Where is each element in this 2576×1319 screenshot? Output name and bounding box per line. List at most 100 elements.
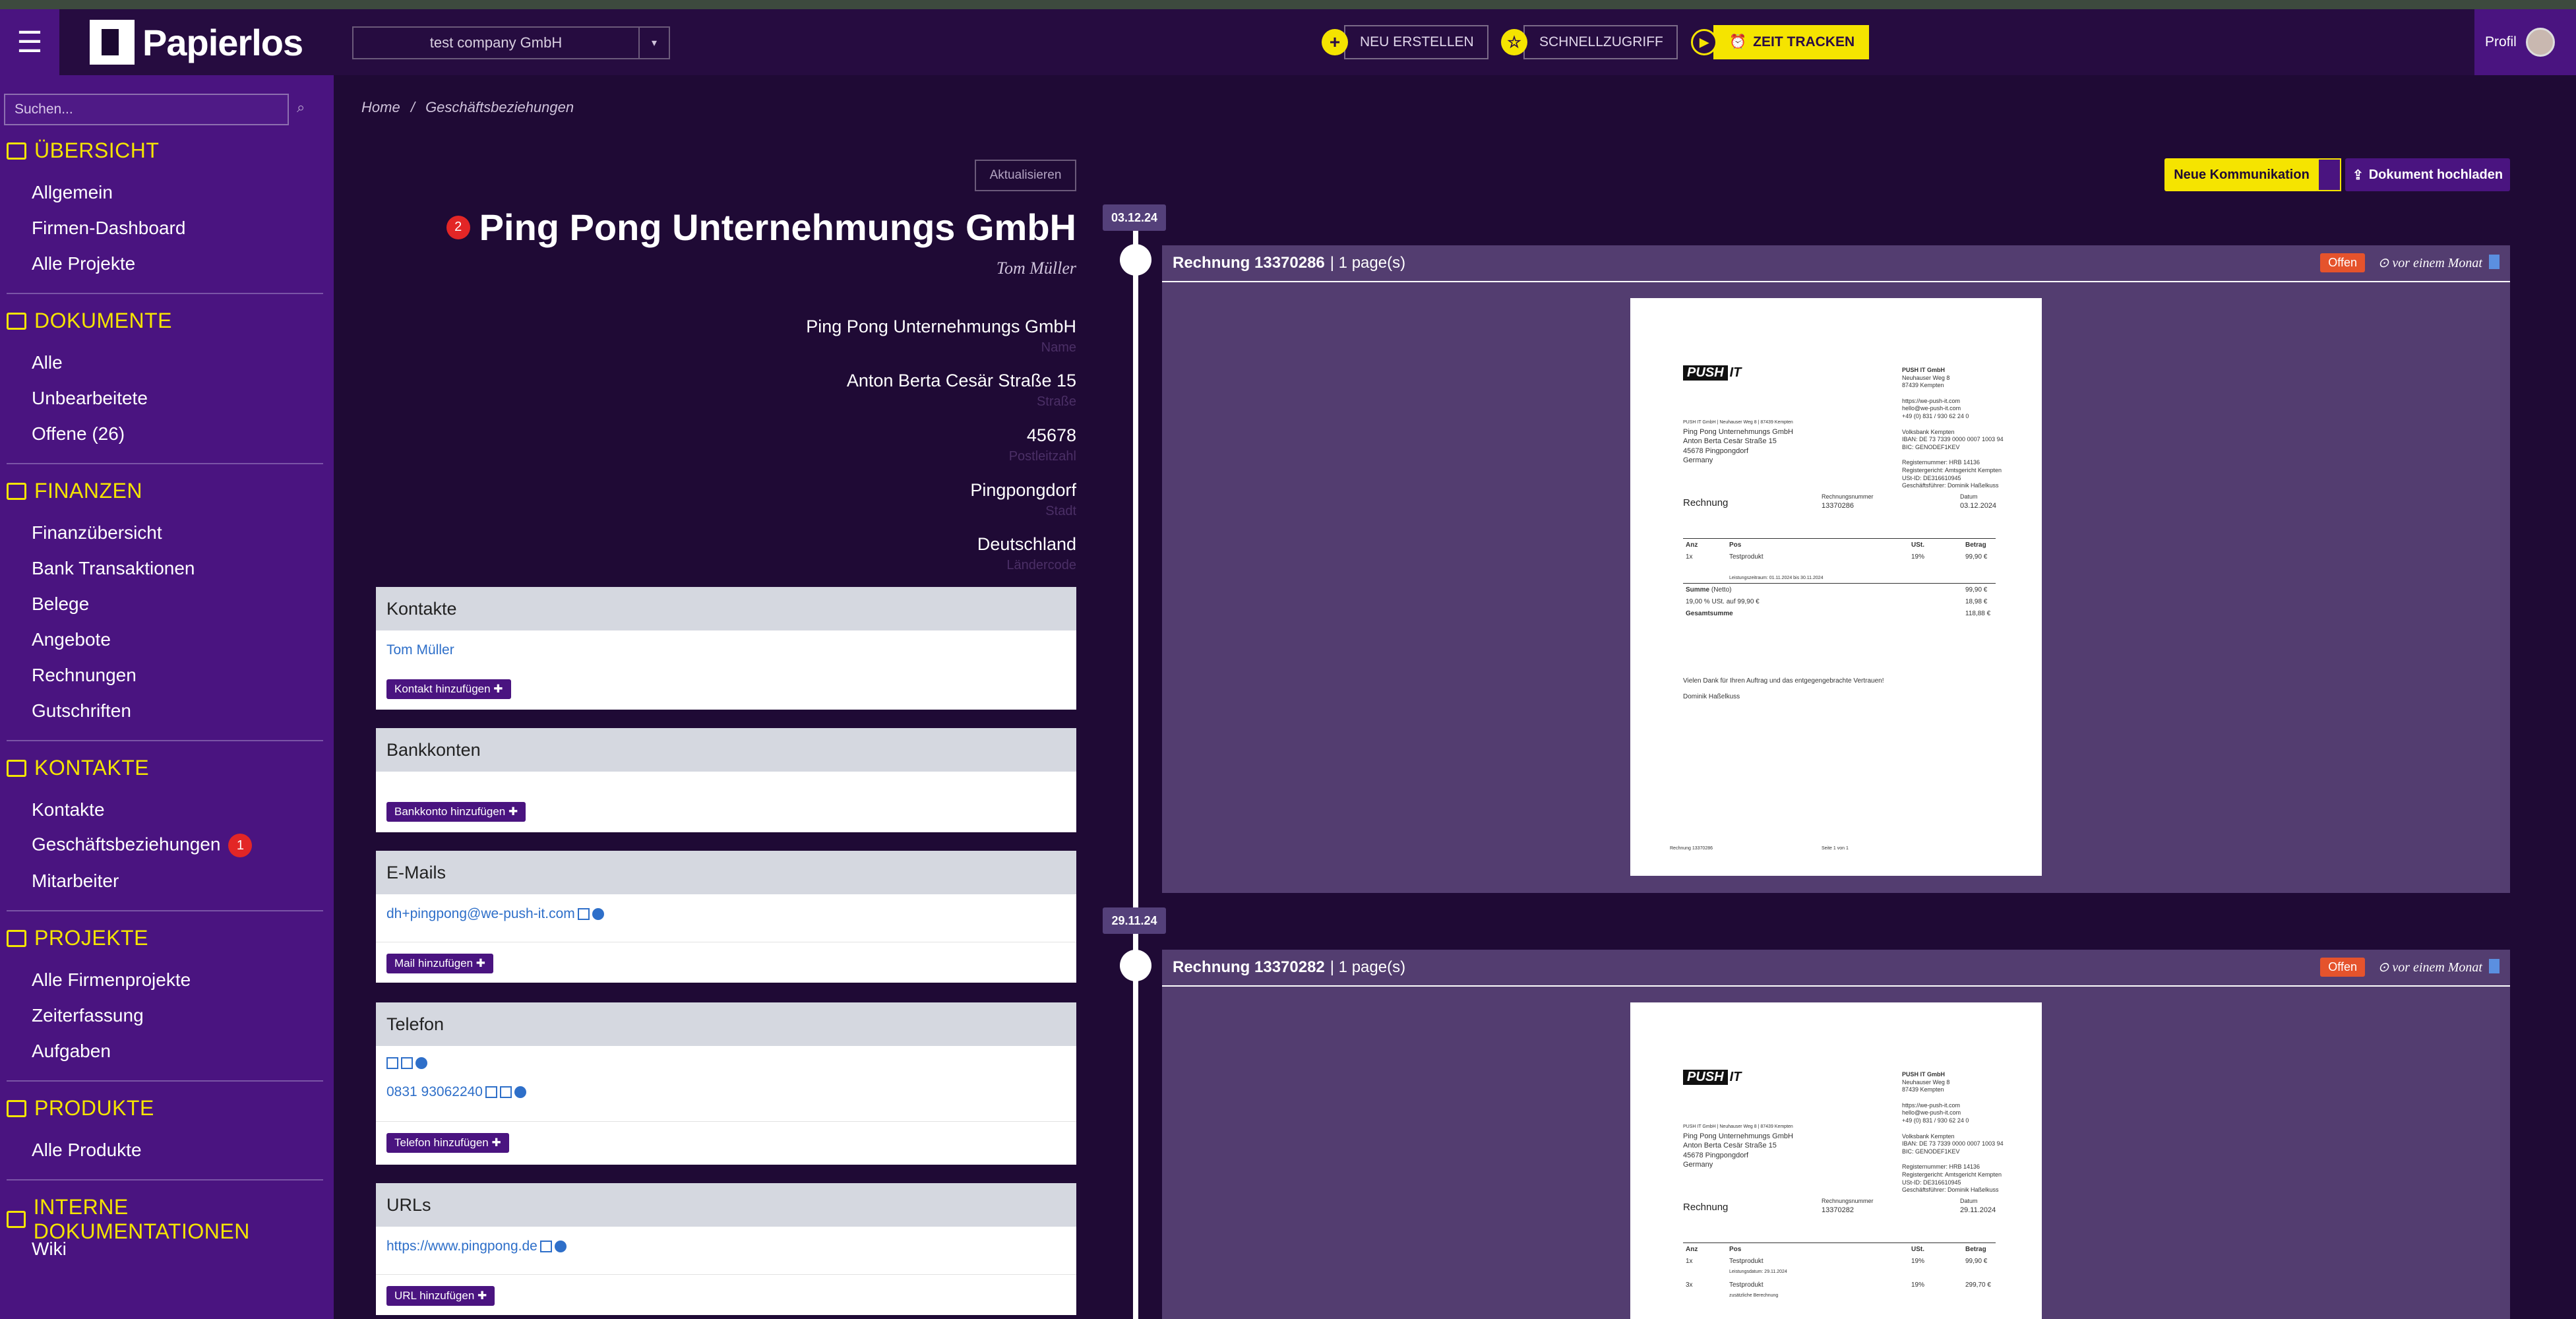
sidebar-item-bank-transactions[interactable]: Bank Transaktionen bbox=[32, 558, 195, 578]
contact-link[interactable]: Tom Müller bbox=[386, 642, 454, 658]
field-name-value: Ping Pong Unternehmungs GmbH bbox=[806, 317, 1076, 336]
sidebar-item-finance-overview[interactable]: Finanzübersicht bbox=[32, 522, 162, 543]
breadcrumb-current: Geschäftsbeziehungen bbox=[425, 99, 574, 115]
remove-icon[interactable] bbox=[592, 908, 604, 921]
section-overview[interactable]: ÜBERSICHT bbox=[7, 138, 159, 163]
sidebar-item-credit-notes[interactable]: Gutschriften bbox=[32, 700, 131, 721]
sidebar-item-general[interactable]: Allgemein bbox=[32, 182, 113, 202]
edit-icon[interactable] bbox=[500, 1086, 512, 1099]
book-icon bbox=[7, 1211, 26, 1228]
entry-header[interactable]: Rechnung 13370286 | 1 page(s) Offen ⊙ vo… bbox=[1162, 245, 2510, 282]
quick-access-button[interactable]: ☆ SCHNELLZUGRIFF bbox=[1501, 25, 1678, 59]
sidebar-item-contacts[interactable]: Kontakte bbox=[32, 799, 105, 820]
document-preview[interactable]: PUSH IT PUSH IT GmbH Neuhauser Weg 8 87439… bbox=[1630, 1002, 2042, 1319]
url-link[interactable]: https://www.pingpong.de bbox=[386, 1239, 567, 1254]
entry-title[interactable]: Rechnung 13370282 bbox=[1173, 958, 1325, 976]
cart-icon bbox=[7, 1099, 26, 1117]
sidebar-item-receipts[interactable]: Belege bbox=[32, 594, 90, 614]
new-create-button[interactable]: + NEU ERSTELLEN bbox=[1322, 25, 1488, 59]
sidebar-item-employees[interactable]: Mitarbeiter bbox=[32, 871, 119, 891]
sidebar-item-company-dashboard[interactable]: Firmen-Dashboard bbox=[32, 218, 186, 238]
field-country-label: Ländercode bbox=[1006, 558, 1076, 572]
add-mail-button[interactable]: Mail hinzufügen ✚ bbox=[386, 954, 494, 973]
card-title: E-Mails bbox=[376, 851, 1076, 894]
sidebar-item-unprocessed[interactable]: Unbearbeitete bbox=[32, 388, 148, 408]
alarm-clock-icon: ⏰ bbox=[1729, 34, 1747, 49]
timeline-date: 03.12.24 bbox=[1103, 204, 1166, 231]
upload-document-button[interactable]: ⇪ Dokument hochladen bbox=[2345, 158, 2510, 191]
section-contacts[interactable]: KONTAKTE bbox=[7, 756, 149, 780]
phone-card: Telefon 0831 93062240 Telefon hinzufügen… bbox=[376, 1002, 1076, 1165]
sidebar-item-all-projects[interactable]: Alle Projekte bbox=[32, 253, 136, 274]
add-contact-button[interactable]: Kontakt hinzufügen ✚ bbox=[386, 679, 511, 699]
sidebar-item-offers[interactable]: Angebote bbox=[32, 629, 111, 650]
breadcrumb-home[interactable]: Home bbox=[361, 99, 400, 115]
entry-time: ⊙ vor einem Monat bbox=[2377, 256, 2482, 270]
edit-icon[interactable] bbox=[401, 1057, 413, 1070]
refresh-button[interactable]: Aktualisieren bbox=[975, 160, 1076, 191]
field-country-value: Deutschland bbox=[977, 534, 1076, 554]
sidebar-item-company-projects[interactable]: Alle Firmenprojekte bbox=[32, 969, 191, 990]
menu-toggle-icon[interactable]: ☰ bbox=[0, 9, 59, 75]
divider bbox=[7, 463, 323, 464]
sidebar: Suchen... ⌕ ÜBERSICHT Allgemein Firmen-D… bbox=[0, 75, 334, 1319]
divider bbox=[7, 740, 323, 741]
section-projects[interactable]: PROJEKTE bbox=[7, 926, 148, 950]
divider bbox=[7, 293, 323, 294]
track-time-button[interactable]: ▶ ⏰ ZEIT TRACKEN bbox=[1691, 25, 1870, 59]
new-communication-button[interactable]: Neue Kommunikation bbox=[2164, 158, 2319, 191]
card-title: Telefon bbox=[376, 1002, 1076, 1046]
sidebar-item-business-relations[interactable]: Geschäftsbeziehungen 1 bbox=[32, 834, 253, 857]
phone-icon[interactable] bbox=[386, 1057, 398, 1070]
remove-icon[interactable] bbox=[514, 1086, 526, 1099]
sidebar-item-time-tracking[interactable]: Zeiterfassung bbox=[32, 1005, 144, 1026]
add-bank-account-button[interactable]: Bankkonto hinzufügen ✚ bbox=[386, 802, 526, 822]
sidebar-item-open[interactable]: Offene (26) bbox=[32, 423, 125, 444]
field-city-value: Pingpongdorf bbox=[970, 480, 1076, 500]
projects-icon bbox=[7, 929, 26, 947]
add-url-button[interactable]: URL hinzufügen ✚ bbox=[386, 1286, 495, 1306]
entry-title[interactable]: Rechnung 13370286 bbox=[1173, 254, 1325, 272]
brand-logo[interactable]: Papierlos bbox=[90, 20, 303, 65]
top-strip bbox=[0, 0, 2576, 9]
phone-empty-row bbox=[386, 1055, 427, 1071]
email-link[interactable]: dh+pingpong@we-push-it.com bbox=[386, 906, 604, 922]
sidebar-item-all-documents[interactable]: Alle bbox=[32, 352, 63, 373]
entry-header[interactable]: Rechnung 13370282 | 1 page(s) Offen ⊙ vo… bbox=[1162, 950, 2510, 987]
remove-icon[interactable] bbox=[415, 1057, 427, 1070]
new-communication-dropdown[interactable] bbox=[2317, 158, 2341, 191]
bank-accounts-card: Bankkonten Bankkonto hinzufügen ✚ bbox=[376, 728, 1076, 832]
timeline-entry: Rechnung 13370282 | 1 page(s) Offen ⊙ vo… bbox=[1162, 950, 2510, 1319]
timeline-line bbox=[1133, 231, 1138, 1319]
search-input[interactable]: Suchen... bbox=[4, 94, 289, 125]
top-bar: ☰ Papierlos test company GmbH ▾ + NEU ER… bbox=[0, 9, 2576, 75]
edit-icon[interactable] bbox=[577, 908, 590, 921]
avatar bbox=[2525, 28, 2555, 57]
phone-icon[interactable] bbox=[485, 1086, 497, 1099]
profile-menu[interactable]: Profil bbox=[2474, 9, 2576, 75]
search-icon[interactable]: ⌕ bbox=[297, 99, 305, 115]
sidebar-item-wiki[interactable]: Wiki bbox=[32, 1239, 67, 1259]
section-documents[interactable]: DOKUMENTE bbox=[7, 309, 172, 333]
company-select[interactable]: test company GmbH ▾ bbox=[352, 26, 670, 59]
trash-icon[interactable] bbox=[2489, 255, 2499, 269]
sender-line: PUSH IT GmbH | Neuhauser Weg 8 | 87439 K… bbox=[1683, 1124, 1793, 1129]
sidebar-item-all-products[interactable]: Alle Produkte bbox=[32, 1140, 142, 1160]
section-finance[interactable]: FINANZEN bbox=[7, 479, 142, 503]
page-title: Ping Pong Unternehmungs GmbH bbox=[479, 206, 1076, 248]
edit-icon[interactable] bbox=[539, 1241, 552, 1253]
push-it-logo: PUSH IT bbox=[1683, 364, 1741, 381]
section-products[interactable]: PRODUKTE bbox=[7, 1096, 154, 1120]
section-internal-docs[interactable]: INTERNE DOKUMENTATIONEN bbox=[7, 1195, 334, 1244]
doc-label: Rechnung bbox=[1683, 497, 1729, 508]
field-zip-label: Postleitzahl bbox=[1008, 449, 1076, 464]
sidebar-item-invoices[interactable]: Rechnungen bbox=[32, 665, 137, 685]
add-phone-button[interactable]: Telefon hinzufügen ✚ bbox=[386, 1133, 509, 1153]
trash-icon[interactable] bbox=[2489, 959, 2499, 973]
document-preview[interactable]: PUSH IT PUSH IT GmbH Neuhauser Weg 8 87439… bbox=[1630, 298, 2042, 876]
sidebar-item-tasks[interactable]: Aufgaben bbox=[32, 1041, 111, 1061]
chevron-down-icon[interactable]: ▾ bbox=[638, 28, 669, 58]
field-city-label: Stadt bbox=[1045, 504, 1076, 518]
phone-link[interactable]: 0831 93062240 bbox=[386, 1084, 526, 1100]
remove-icon[interactable] bbox=[554, 1241, 567, 1253]
